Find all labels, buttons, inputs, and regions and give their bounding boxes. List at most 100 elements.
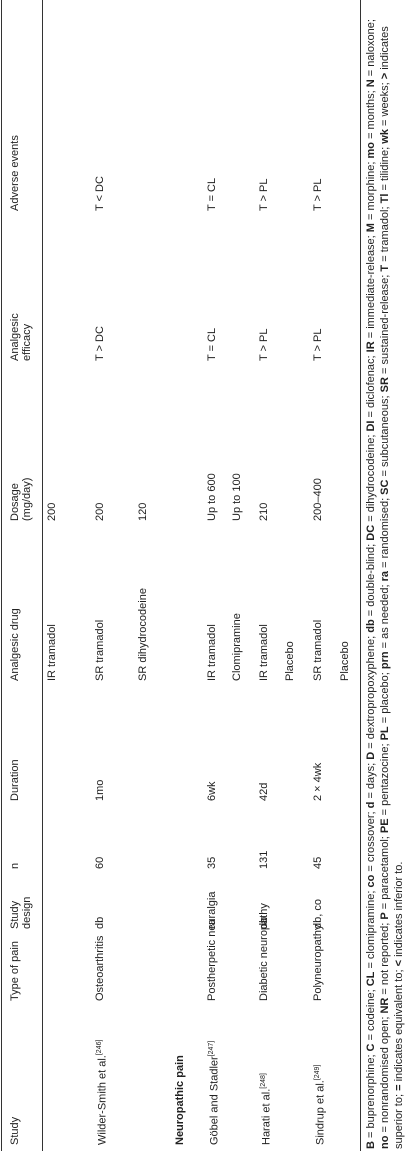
cell: 45 [312,857,324,869]
top-rule [1,0,2,1151]
cell-text: T > PL [312,178,324,211]
column-header: Analgesic drug [9,608,21,681]
cell: Wilder-Smith et al.[246] [94,1040,109,1145]
cell: T < DC [94,176,106,211]
cell: T > DC [94,326,106,361]
footnote-text: = pentazocine; [379,743,391,816]
cell-text: SR dihydrocodeine [137,588,149,681]
footnote-text: = placebo; [379,672,391,724]
cell-text: ra [206,919,218,929]
cell-text: T > PL [258,328,270,361]
cell: Sindrup et al.[249] [312,1065,327,1145]
cell-text: 1mo [94,779,106,801]
cell: db [258,917,270,929]
cell-text: Clomipramine [231,613,243,681]
cell-text: 60 [94,856,106,869]
cell: 210 [258,503,270,521]
footnote-text: = immediate-release; [365,235,377,339]
footnote-term: prn [379,651,391,670]
column-header: n [9,862,21,869]
cell: SR tramadol [312,620,324,681]
footnote-text: = sustained-release; [379,274,391,375]
cell-text: T = CL [206,177,218,211]
cell: Harati et al.[248] [258,1073,273,1145]
cell: 120 [137,503,149,521]
column-header: Type of pain [9,941,21,1001]
cell-text: Neuropathic pain [174,1055,186,1145]
footnote-text: = codeine; [365,989,377,1041]
cell-text: 6wk [206,781,218,801]
cell: 42d [258,783,270,801]
footnote-term: PL [379,726,391,741]
cell: 35 [206,857,218,869]
footnote-text: = naloxone; [365,19,377,77]
cell: IR tramadol [258,624,270,681]
cell: Polyneuropathy [312,925,324,1001]
cell: Placebo [284,641,296,681]
cell: db [94,917,106,929]
cell: 200–400 [312,478,324,521]
footnote-term: > [379,72,391,80]
cell-text: 120 [137,502,149,521]
cell-text: Göbel and Stadler [208,1056,221,1145]
cell: T = CL [206,328,218,361]
cell: 60 [94,857,106,869]
cell-text: Sindrup et al. [314,1080,327,1145]
column-header: Study [9,1116,21,1145]
footnote-text: = weeks; [379,82,391,126]
cell: db, co [312,899,324,929]
cell-text: IR tramadol [46,624,58,681]
cell-text: T < DC [94,176,106,211]
footnote-text: = months; [365,90,377,139]
footnote-text: = crossover; [365,811,377,872]
cell: T = CL [206,178,218,211]
footnote-text: = not reported; [379,922,391,995]
column-header: Adverse events [9,135,21,211]
cell-text: Wilder-Smith et al. [96,1055,109,1145]
footnote-term: = [393,1084,405,1091]
footnote-text: = dihydrocodeine; [365,434,377,522]
footnote-term: NR [379,997,391,1014]
cell-text: db, co [312,899,324,929]
cell: Osteoarthritis [94,936,106,1001]
column-header: Analgesic efficacy [9,313,33,361]
footnote-term: < [393,959,405,967]
cell-text: 131 [258,850,270,869]
footnote-term: D [365,751,377,760]
cell-text: T > PL [312,328,324,361]
cell-text: 2 × 4wk [312,762,324,801]
cell: Up to 100 [231,473,243,521]
reference: [246] [96,1039,103,1056]
footnote-term: T [379,264,391,272]
footnote-text: = days; [365,762,377,799]
footnote-text: = morphine; [365,161,377,220]
cell-text: 45 [312,856,324,869]
cell: Up to 600 [206,473,218,521]
cell: ra [206,919,218,929]
footnote-text: = as needed; [379,584,391,649]
footnote-term: B [365,1141,377,1149]
footnote-term: d [365,801,377,809]
column-header: Dosage (mg/day) [9,477,33,521]
footnote-text: = tramadol; [379,206,391,262]
cell-text: Placebo [284,641,296,681]
cell-text: Postherpetic neuralgia [206,891,218,1001]
cell: Göbel and Stadler[247] [206,1041,221,1145]
cell-text: Polyneuropathy [312,924,324,1001]
cell: 6wk [206,781,218,801]
footnote-term: M [365,223,377,233]
footnote-term: no [379,1135,391,1149]
footnote-term: SR [379,377,391,393]
cell: T > PL [258,328,270,361]
cell: 2 × 4wk [312,763,324,801]
cell-text: 35 [206,856,218,869]
footnote-text: = dextropropoxyphene; [365,635,377,749]
cell-text: T > DC [94,326,106,361]
footnote-text: = tilidine; [379,146,391,191]
cell-text: db [258,916,270,929]
footnote-term: N [365,79,377,88]
cell-text: Placebo [339,641,351,681]
footnote-term: CL [365,971,377,987]
footnote-text: = clomipramine; [365,890,377,969]
